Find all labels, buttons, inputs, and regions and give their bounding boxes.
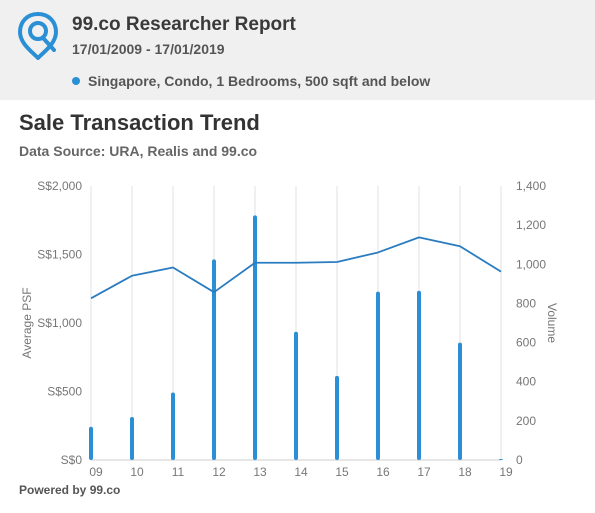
volume-bar [89,426,93,460]
x-tick-label: 14 [294,465,308,479]
criteria-text: Singapore, Condo, 1 Bedrooms, 500 sqft a… [88,73,431,89]
y-right-tick-label: 1,400 [516,179,546,193]
average-psf-line [90,236,502,300]
x-tick-label: 15 [335,465,349,479]
x-tick-label: 13 [253,465,267,479]
volume-bar [130,416,134,460]
report-header: 99.co Researcher Report 17/01/2009 - 17/… [0,0,595,100]
x-tick-label: 18 [458,465,472,479]
volume-bar [294,331,298,460]
x-tick-label: 16 [376,465,390,479]
x-tick-label: 11 [172,465,185,479]
report-title: 99.co Researcher Report [72,14,296,35]
report-date-range: 17/01/2009 - 17/01/2019 [72,41,225,57]
y-left-tick-label: S$1,500 [37,248,82,262]
x-tick-label: 10 [130,465,144,479]
y-left-tick-label: S$500 [47,385,82,399]
y-right-tick-label: 1,000 [516,257,546,271]
powered-by: Powered by 99.co [19,483,121,497]
dot-icon [72,77,80,85]
data-source: Data Source: URA, Realis and 99.co [19,143,258,159]
x-tick-label: 19 [499,465,513,479]
volume-bar [458,342,462,460]
y-right-tick-label: 800 [516,296,536,310]
y-left-axis-title: Average PSF [20,287,34,358]
volume-bar [499,459,503,460]
y-right-axis-title: Volume [545,303,559,343]
y-right-tick-label: 1,200 [516,218,546,232]
y-left-tick-label: S$2,000 [37,179,82,193]
volume-bar [171,392,175,460]
y-right-tick-label: 200 [516,414,536,428]
y-right-tick-label: 600 [516,336,536,350]
y-left-tick-label: S$1,000 [37,316,82,330]
location-pin-icon [18,12,58,60]
volume-bar [253,215,257,460]
y-left-tick-label: S$0 [61,453,83,467]
x-tick-label: 12 [212,465,226,479]
volume-bar [376,291,380,460]
chart-title: Sale Transaction Trend [19,110,260,135]
volume-bar [212,259,216,460]
x-tick-label: 17 [417,465,431,479]
y-right-tick-label: 400 [516,375,536,389]
y-right-tick-label: 0 [516,453,523,467]
volume-bar [417,290,421,460]
search-criteria: Singapore, Condo, 1 Bedrooms, 500 sqft a… [72,73,430,89]
volume-bar [335,375,339,460]
x-tick-label: 09 [89,465,103,479]
